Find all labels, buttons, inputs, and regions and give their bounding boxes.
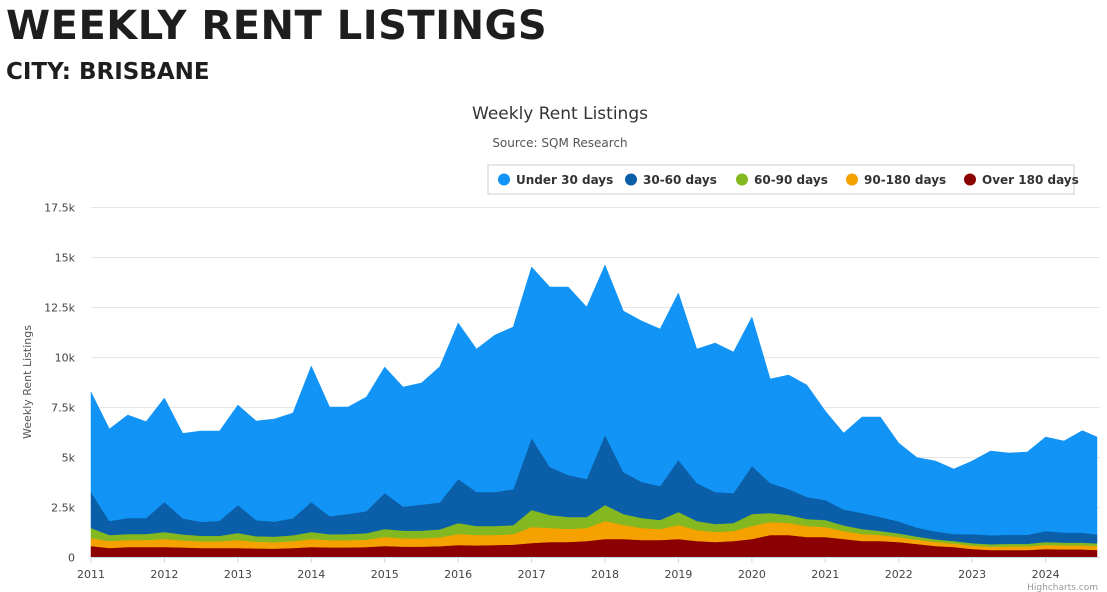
x-tick-label-5: 2016 — [444, 568, 472, 581]
legend-item-60-90-days[interactable]: 60-90 days — [736, 173, 828, 187]
legend-marker-90-180-days — [846, 173, 858, 186]
series-area-under-30-days[interactable] — [90, 264, 1098, 536]
chart-title: Weekly Rent Listings — [472, 104, 648, 124]
x-tick-label-12: 2023 — [958, 568, 986, 581]
y-tick-label-0: 0 — [68, 552, 75, 565]
legend-label-90-180-days: 90-180 days — [864, 173, 946, 187]
x-tick-label-2: 2013 — [224, 568, 252, 581]
x-tick-label-9: 2020 — [738, 568, 766, 581]
y-tick-label-4: 10k — [55, 352, 76, 365]
x-tick-label-1: 2012 — [150, 568, 178, 581]
y-tick-label-5: 12.5k — [44, 302, 75, 315]
legend-marker-over-180-days — [964, 173, 976, 186]
legend: Under 30 days 30-60 days 60-90 days 90-180 … — [487, 164, 1079, 195]
x-axis-ticks: 2011 2012 2013 2014 2015 2016 2017 2018 2019 2020… — [77, 557, 1060, 581]
legend-item-over-180-days[interactable]: Over 180 days — [964, 173, 1079, 187]
x-tick-label-3: 2014 — [297, 568, 325, 581]
x-tick-label-0: 2011 — [77, 568, 105, 581]
page-subheading: CITY: BRISBANE — [6, 59, 210, 85]
y-tick-label-3: 7.5k — [51, 402, 75, 415]
page-heading: WEEKLY RENT LISTINGS — [6, 3, 548, 49]
legend-label-under-30-days: Under 30 days — [516, 173, 613, 187]
x-tick-label-10: 2021 — [811, 568, 839, 581]
y-axis-title: Weekly Rent Listings — [21, 325, 34, 439]
legend-label-60-90-days: 60-90 days — [754, 173, 828, 187]
legend-label-over-180-days: Over 180 days — [982, 173, 1079, 187]
legend-item-30-60-days[interactable]: 30-60 days — [625, 173, 717, 187]
y-tick-label-6: 15k — [55, 252, 76, 265]
legend-item-under-30-days[interactable]: Under 30 days — [498, 173, 613, 187]
credits[interactable]: Highcharts.com — [1027, 583, 1098, 592]
legend-marker-30-60-days — [625, 173, 637, 186]
legend-item-90-180-days[interactable]: 90-180 days — [846, 173, 946, 187]
y-tick-label-2: 5k — [62, 452, 76, 465]
x-tick-label-13: 2024 — [1032, 568, 1060, 581]
x-tick-label-8: 2019 — [664, 568, 692, 581]
legend-box — [487, 164, 1075, 195]
x-tick-label-4: 2015 — [371, 568, 399, 581]
legend-marker-60-90-days — [736, 173, 748, 186]
x-tick-label-7: 2018 — [591, 568, 619, 581]
legend-marker-under-30-days — [498, 173, 510, 186]
chart-subtitle: Source: SQM Research — [492, 136, 627, 150]
x-tick-label-11: 2022 — [885, 568, 913, 581]
y-tick-label-1: 2.5k — [51, 502, 75, 515]
y-axis-ticks: 0 2.5k 5k 7.5k 10k 12.5k 15k 17.5k — [44, 202, 75, 565]
x-tick-label-6: 2017 — [518, 568, 546, 581]
plot-area — [90, 264, 1098, 558]
y-tick-label-7: 17.5k — [44, 202, 75, 215]
legend-items: Under 30 days 30-60 days 60-90 days 90-180 … — [498, 173, 1079, 187]
legend-label-30-60-days: 30-60 days — [643, 173, 717, 187]
